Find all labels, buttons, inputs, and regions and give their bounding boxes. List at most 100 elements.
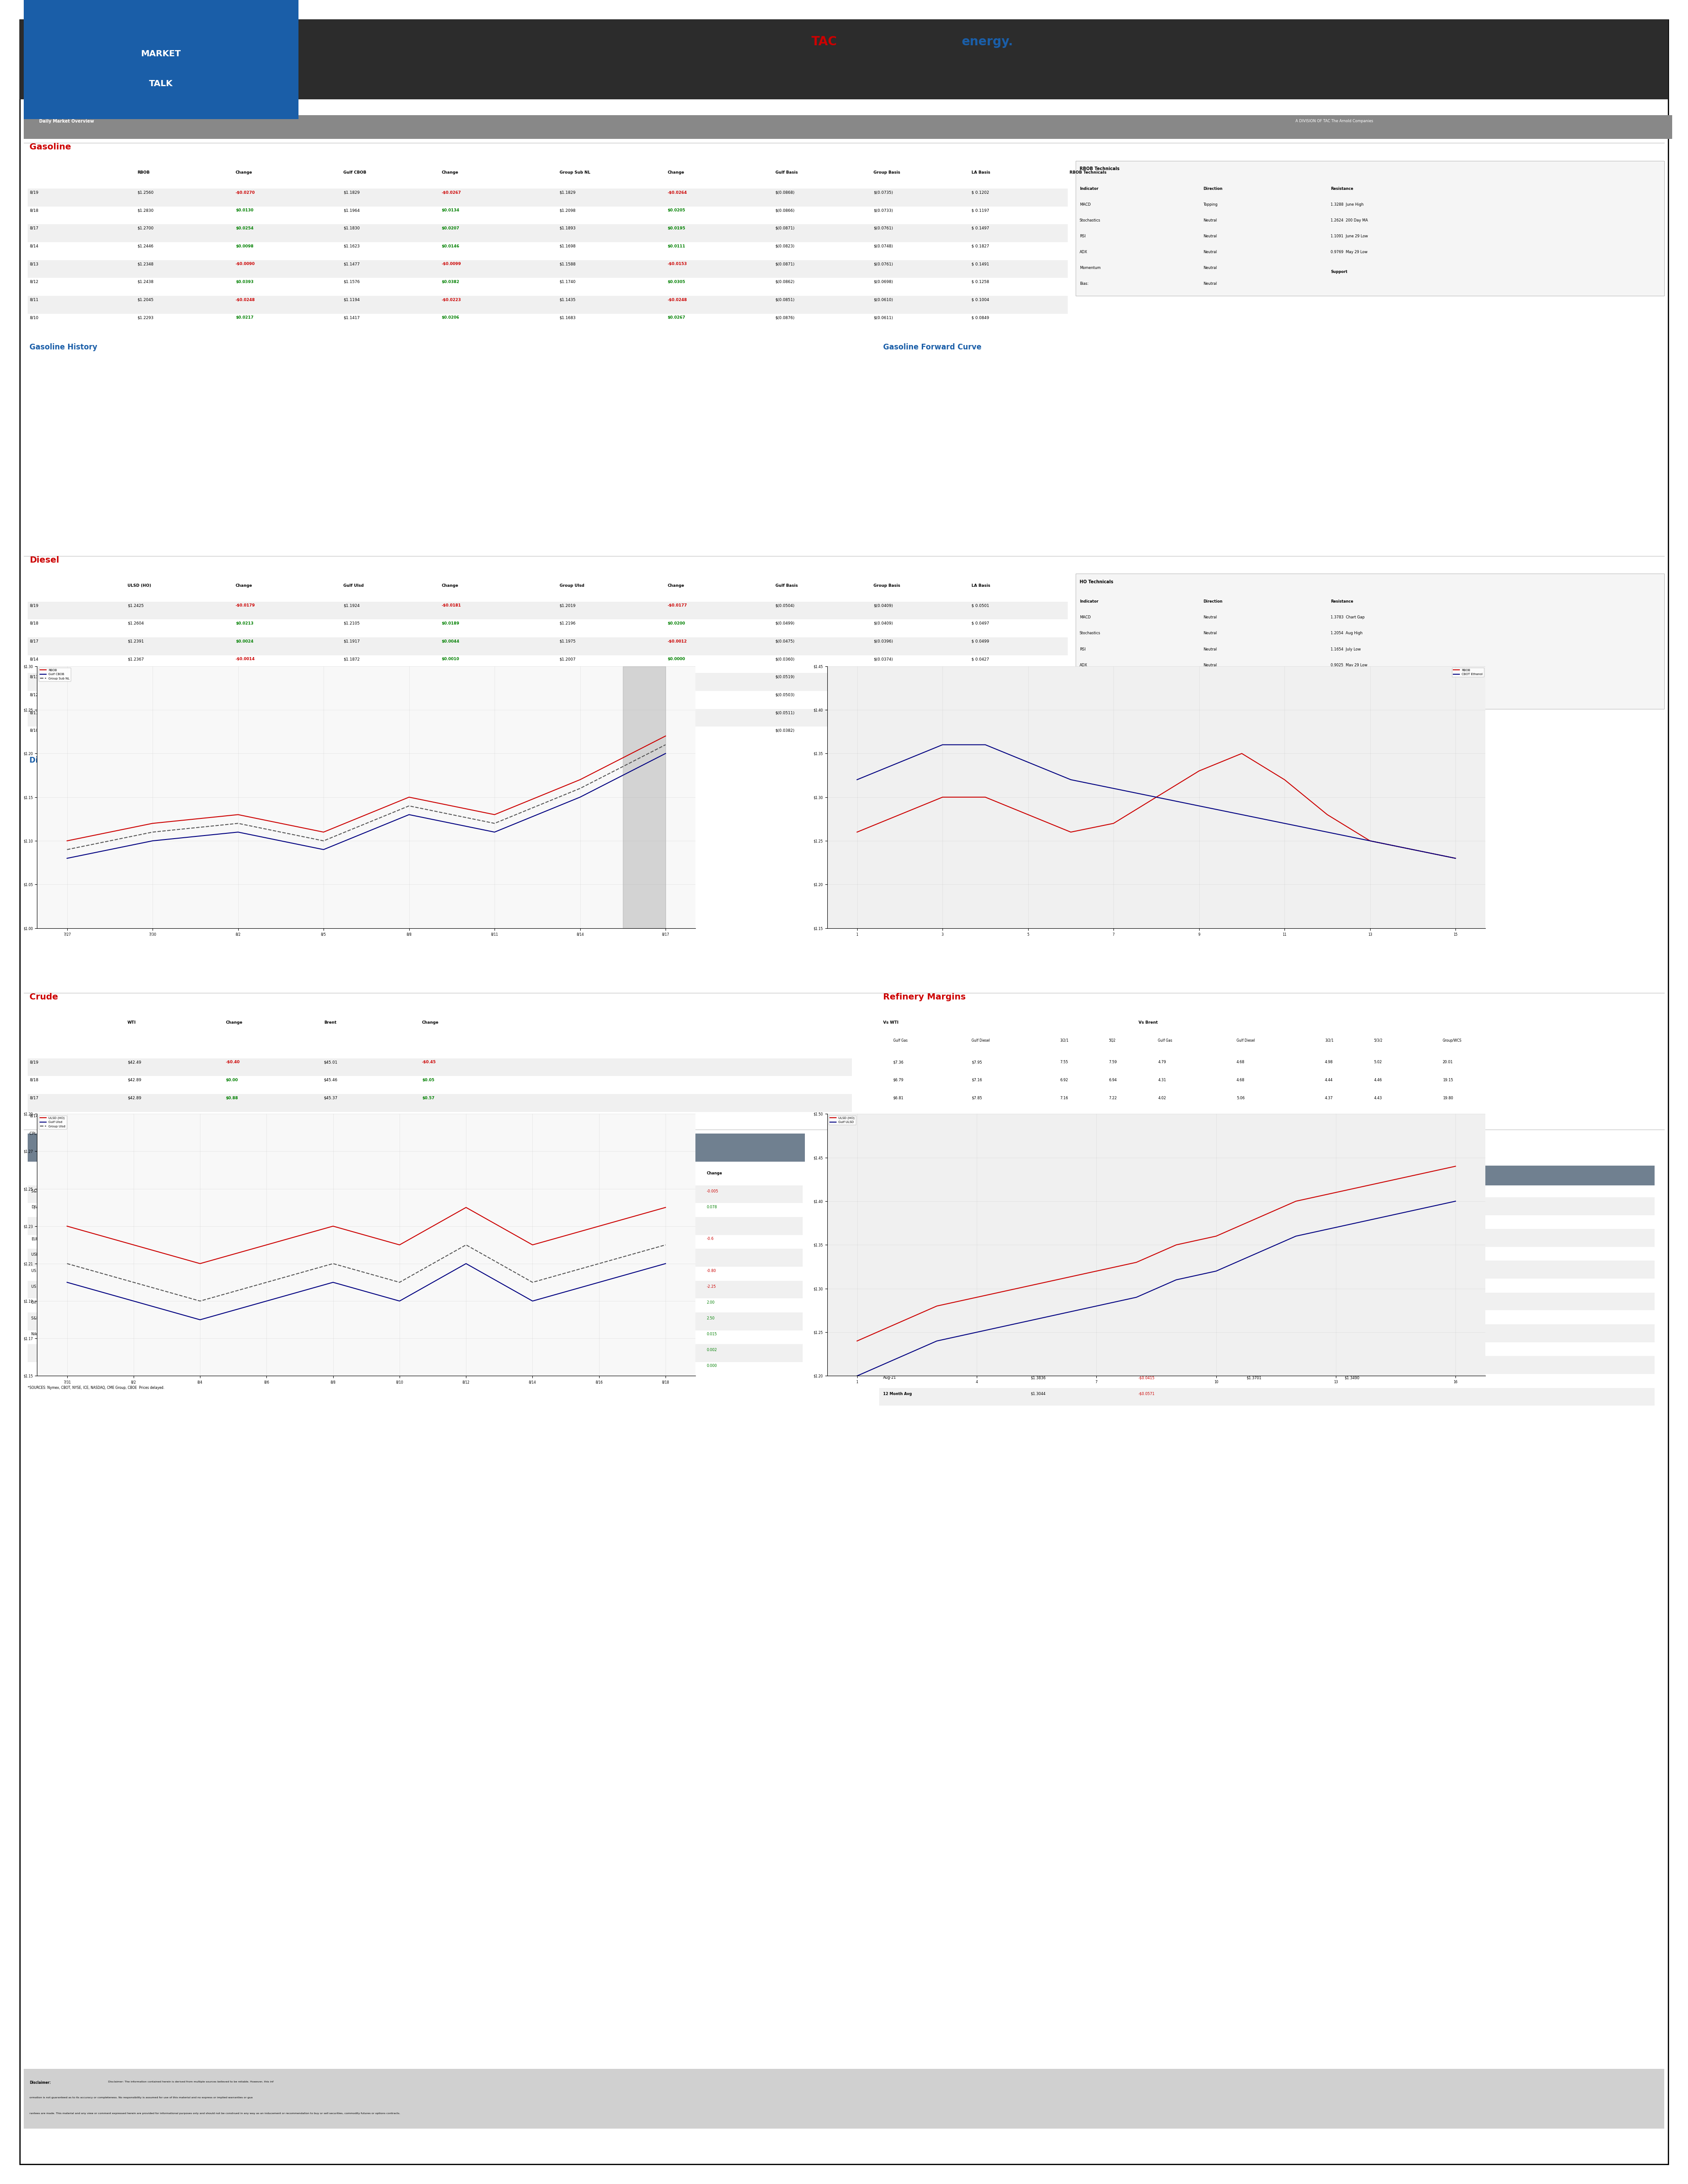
Text: $0.0134: $0.0134 <box>442 207 459 212</box>
Gulf ULSD <box>1286 1223 1307 1249</box>
Text: $(0.0876): $(0.0876) <box>775 317 795 319</box>
Text: $1.2367: $1.2367 <box>128 657 143 662</box>
Bar <box>879 1260 1654 1278</box>
Text: 27,778: 27,778 <box>206 1206 219 1210</box>
Text: $(0.0382): $(0.0382) <box>873 729 893 732</box>
Text: $1.3279: $1.3279 <box>1246 1328 1261 1332</box>
Text: $1.3490: $1.3490 <box>1345 1376 1359 1380</box>
Text: 23,075: 23,075 <box>206 1332 219 1337</box>
ULSD (HO) <box>589 1212 609 1238</box>
Text: $1.1740: $1.1740 <box>559 280 576 284</box>
Text: Change: Change <box>707 1171 722 1175</box>
Text: Neutral: Neutral <box>1204 679 1217 684</box>
Text: -$0.0835: -$0.0835 <box>1138 1249 1155 1254</box>
Text: 2.339: 2.339 <box>608 1206 619 1210</box>
Text: Neutral: Neutral <box>1204 616 1217 620</box>
Text: Bias:: Bias: <box>1080 695 1089 699</box>
Text: $ 0.1202: $ 0.1202 <box>972 190 989 194</box>
Group Sub NL <box>655 732 675 758</box>
Text: ULSD (HO): ULSD (HO) <box>128 583 152 587</box>
Text: Change: Change <box>442 583 459 587</box>
ULSD (HO) <box>257 1232 277 1258</box>
Text: 92.26: 92.26 <box>206 1254 216 1256</box>
ULSD (HO) <box>1087 1258 1107 1284</box>
Text: 8/18: 8/18 <box>29 1079 39 1081</box>
Gulf ULSD <box>1406 1197 1426 1223</box>
Text: -0.0004: -0.0004 <box>285 1236 299 1241</box>
RBOB <box>1403 836 1423 863</box>
Text: 327.00: 327.00 <box>608 1284 621 1289</box>
Text: 8/17: 8/17 <box>29 227 39 229</box>
Text: -$0.40: -$0.40 <box>226 1059 240 1064</box>
Text: $45.37: $45.37 <box>324 1096 338 1101</box>
Text: $1.1963: $1.1963 <box>343 675 360 679</box>
Text: Neutral: Neutral <box>1204 646 1217 651</box>
Bar <box>27 1249 803 1267</box>
Text: 32.43: 32.43 <box>206 1299 216 1304</box>
Text: 19.26: 19.26 <box>1443 1114 1453 1118</box>
Text: Gulf Basis: Gulf Basis <box>775 170 798 175</box>
Text: Nov-20: Nov-20 <box>883 1234 896 1236</box>
Text: $(0.0382): $(0.0382) <box>873 710 893 714</box>
Text: USD Index: USD Index <box>32 1254 51 1256</box>
Text: Stochastics: Stochastics <box>1080 631 1101 636</box>
Gulf Ulsd <box>390 1289 410 1315</box>
Text: Sep-20: Sep-20 <box>883 1201 896 1206</box>
CBOT Ethanol <box>932 732 952 758</box>
Text: $0.0267: $0.0267 <box>667 317 685 319</box>
Text: Wheat: Wheat <box>422 1317 434 1321</box>
Text: $1.1576: $1.1576 <box>343 280 360 284</box>
Text: $1.3313: $1.3313 <box>1030 1313 1045 1317</box>
Gulf ULSD <box>1006 1310 1026 1337</box>
Text: 0.14%: 0.14% <box>206 1284 218 1289</box>
Text: $1.2398: $1.2398 <box>1246 1234 1261 1236</box>
Text: -$0.23: -$0.23 <box>226 1114 240 1118</box>
Text: $7.36: $7.36 <box>893 1059 903 1064</box>
Text: CPL space: CPL space <box>29 1131 49 1136</box>
Text: $(0.0374): $(0.0374) <box>873 657 893 662</box>
Text: $(0.0761): $(0.0761) <box>873 227 893 229</box>
RBOB <box>571 767 591 793</box>
Text: $1.1924: $1.1924 <box>343 603 360 607</box>
Text: MACD: MACD <box>1080 616 1090 620</box>
Text: 8/13: 8/13 <box>29 262 39 266</box>
Text: 5.02: 5.02 <box>1374 1059 1382 1064</box>
Group Ulsd <box>589 1251 609 1278</box>
RBOB <box>1232 740 1252 767</box>
Text: Gulf Diesel: Gulf Diesel <box>972 1037 989 1042</box>
RBOB <box>1274 767 1295 793</box>
Line: CBOT Ethanol: CBOT Ethanol <box>858 745 1455 858</box>
ULSD (HO) <box>456 1195 476 1221</box>
Text: NatGas: NatGas <box>422 1206 436 1210</box>
Text: $0.00: $0.00 <box>226 1079 238 1081</box>
Text: 19.15: 19.15 <box>1443 1079 1453 1081</box>
Text: $1.3411: $1.3411 <box>1030 1328 1045 1332</box>
Text: -$0.0267: -$0.0267 <box>442 190 461 194</box>
ULSD (HO) <box>1246 1206 1266 1232</box>
Text: $0.0393: $0.0393 <box>236 280 253 284</box>
Gulf CBOB <box>314 836 334 863</box>
Text: $1.2604: $1.2604 <box>128 622 143 625</box>
CBOT Ethanol <box>847 767 868 793</box>
Text: Group Basis: Group Basis <box>873 583 900 587</box>
Text: RSI: RSI <box>1080 646 1085 651</box>
Bar <box>27 638 1069 655</box>
Text: -$0.16: -$0.16 <box>422 1114 436 1118</box>
RBOB <box>847 819 868 845</box>
Text: $0.0254: $0.0254 <box>236 227 253 229</box>
Text: $(0.0866): $(0.0866) <box>775 207 795 212</box>
Text: $1.2438: $1.2438 <box>137 280 154 284</box>
Text: $0.0044: $0.0044 <box>442 640 459 644</box>
Text: EUR/USD: EUR/USD <box>32 1236 49 1241</box>
Group Sub NL <box>228 810 248 836</box>
RBOB <box>932 784 952 810</box>
Text: 8/12: 8/12 <box>29 692 39 697</box>
Text: Diesel Forward Curve: Diesel Forward Curve <box>883 1138 972 1147</box>
Text: $7.85: $7.85 <box>972 1096 982 1101</box>
Legend: RBOB, CBOT Ethanol: RBOB, CBOT Ethanol <box>1452 668 1484 677</box>
Gulf Ulsd <box>57 1269 78 1295</box>
CBOT Ethanol <box>1188 793 1209 819</box>
Text: Propane: Propane <box>422 1365 437 1367</box>
Text: Indicative forward prices for ULSD at Gulf Coast area origin points. Prices are : Indicative forward prices for ULSD at Gu… <box>883 1162 1026 1164</box>
Text: $1.3114: $1.3114 <box>1030 1297 1045 1299</box>
